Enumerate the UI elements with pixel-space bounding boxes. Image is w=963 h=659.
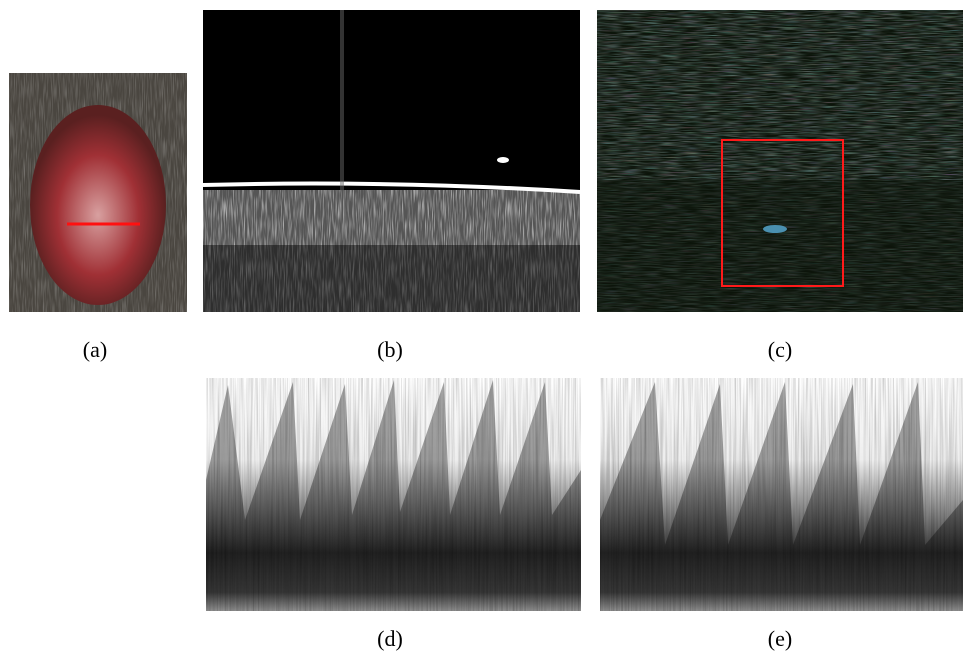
oct-image-b bbox=[202, 10, 581, 312]
mmode-image-d bbox=[206, 378, 581, 611]
photo-a bbox=[9, 73, 187, 312]
panel-label: (e) bbox=[768, 626, 792, 651]
panel-label: (c) bbox=[768, 337, 792, 362]
panel-label: (a) bbox=[83, 337, 107, 362]
flow-image-c bbox=[597, 10, 963, 312]
panel-label: (d) bbox=[377, 626, 403, 651]
panel-label: (b) bbox=[377, 337, 403, 362]
mmode-image-e bbox=[600, 378, 963, 611]
